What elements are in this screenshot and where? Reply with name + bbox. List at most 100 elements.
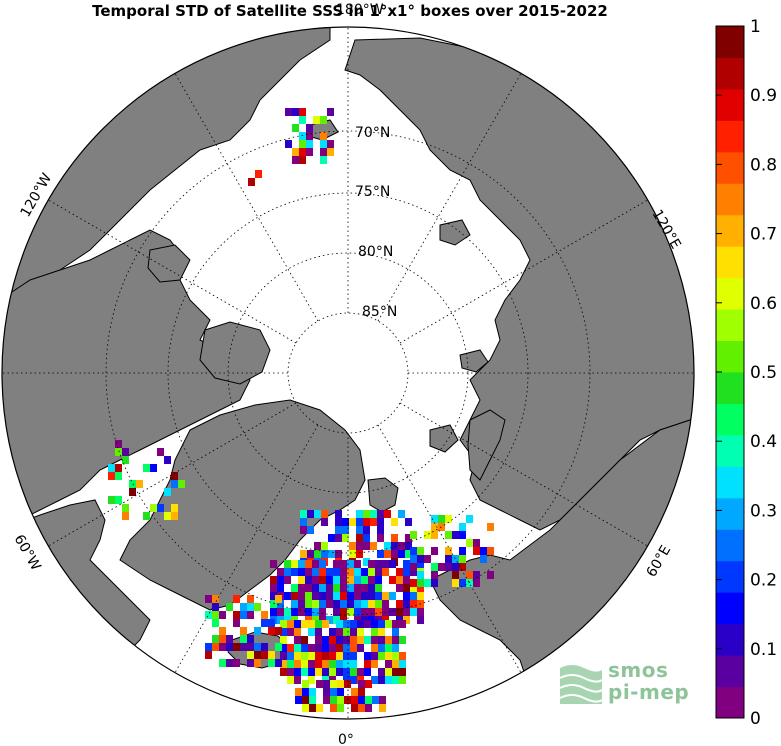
std-pixel xyxy=(417,555,424,563)
std-pixel xyxy=(361,584,368,592)
land-novaya-zemlya xyxy=(467,409,506,481)
std-pixel xyxy=(335,550,342,558)
std-pixel xyxy=(333,568,340,576)
std-pixel xyxy=(240,627,247,635)
std-pixel xyxy=(344,680,351,688)
std-pixel xyxy=(292,156,299,164)
std-pixel xyxy=(268,619,275,627)
std-pixel xyxy=(378,652,385,660)
std-pixel xyxy=(298,608,305,616)
land-ellesmere xyxy=(199,321,271,385)
std-pixel xyxy=(424,531,431,539)
std-pixel xyxy=(364,652,371,660)
std-pixel xyxy=(350,652,357,660)
std-pixel xyxy=(343,668,350,676)
std-pixel xyxy=(333,592,340,600)
std-pixel xyxy=(248,178,255,186)
std-pixel xyxy=(277,576,284,584)
std-pixel xyxy=(466,579,473,587)
std-pixel xyxy=(285,108,292,116)
std-pixel xyxy=(294,636,301,644)
std-pixel xyxy=(377,550,384,558)
colorbar-segment xyxy=(716,466,744,499)
std-pixel xyxy=(298,568,305,576)
std-pixel xyxy=(356,526,363,534)
std-pixel xyxy=(254,659,261,667)
std-pixel xyxy=(275,643,282,651)
std-pixel xyxy=(342,526,349,534)
std-pixel xyxy=(115,440,122,448)
std-pixel xyxy=(277,568,284,576)
std-pixel xyxy=(212,643,219,651)
std-pixel xyxy=(205,611,212,619)
std-pixel xyxy=(347,600,354,608)
std-pixel xyxy=(459,523,466,531)
std-pixel xyxy=(403,600,410,608)
land-franz-josef xyxy=(429,424,459,453)
std-pixel xyxy=(398,542,405,550)
colorbar-tick-label: 0.6 xyxy=(750,294,777,314)
std-pixel xyxy=(302,680,309,688)
std-pixel xyxy=(306,132,313,140)
std-pixel xyxy=(356,534,363,542)
std-pixel xyxy=(329,644,336,652)
std-pixel xyxy=(375,584,382,592)
std-pixel xyxy=(445,515,452,523)
std-pixel xyxy=(287,652,294,660)
std-pixel xyxy=(417,592,424,600)
std-pixel xyxy=(329,660,336,668)
std-pixel xyxy=(319,576,326,584)
std-pixel xyxy=(315,620,322,628)
std-pixel xyxy=(143,512,150,520)
std-pixel xyxy=(335,510,342,518)
std-pixel xyxy=(410,608,417,616)
colorbar-tick-label: 0.3 xyxy=(750,501,777,521)
colorbar-segment xyxy=(716,309,744,342)
std-pixel xyxy=(370,510,377,518)
std-pixel xyxy=(270,608,277,616)
std-pixel xyxy=(129,488,136,496)
std-pixel xyxy=(328,534,335,542)
std-pixel xyxy=(301,652,308,660)
std-pixel xyxy=(392,620,399,628)
std-pixel xyxy=(294,676,301,684)
std-pixel xyxy=(268,627,275,635)
std-pixel xyxy=(323,696,330,704)
std-pixel xyxy=(342,518,349,526)
std-pixel xyxy=(319,568,326,576)
std-pixel xyxy=(385,644,392,652)
std-pixel xyxy=(277,608,284,616)
std-pixel xyxy=(385,636,392,644)
std-pixel xyxy=(295,696,302,704)
colorbar-segment xyxy=(716,592,744,625)
std-pixel xyxy=(336,668,343,676)
std-pixel xyxy=(357,644,364,652)
std-pixel xyxy=(329,636,336,644)
std-pixel xyxy=(305,568,312,576)
std-pixel xyxy=(337,688,344,696)
std-pixel xyxy=(340,584,347,592)
std-pixel xyxy=(298,600,305,608)
std-pixel xyxy=(410,579,417,587)
std-pixel xyxy=(108,496,115,504)
std-pixel xyxy=(284,608,291,616)
std-pixel xyxy=(284,576,291,584)
std-pixel xyxy=(280,620,287,628)
std-pixel xyxy=(377,534,384,542)
std-pixel xyxy=(392,636,399,644)
std-pixel xyxy=(343,620,350,628)
std-pixel xyxy=(333,608,340,616)
std-pixel xyxy=(254,643,261,651)
std-pixel xyxy=(351,704,358,712)
std-pixel xyxy=(399,652,406,660)
colorbar-segment xyxy=(716,686,744,719)
std-pixel xyxy=(270,592,277,600)
std-pixel xyxy=(300,526,307,534)
std-pixel xyxy=(150,464,157,472)
std-pixel xyxy=(226,603,233,611)
std-pixel xyxy=(405,542,412,550)
std-pixel xyxy=(328,550,335,558)
std-pixel xyxy=(314,542,321,550)
std-pixel xyxy=(403,560,410,568)
std-pixel xyxy=(322,652,329,660)
